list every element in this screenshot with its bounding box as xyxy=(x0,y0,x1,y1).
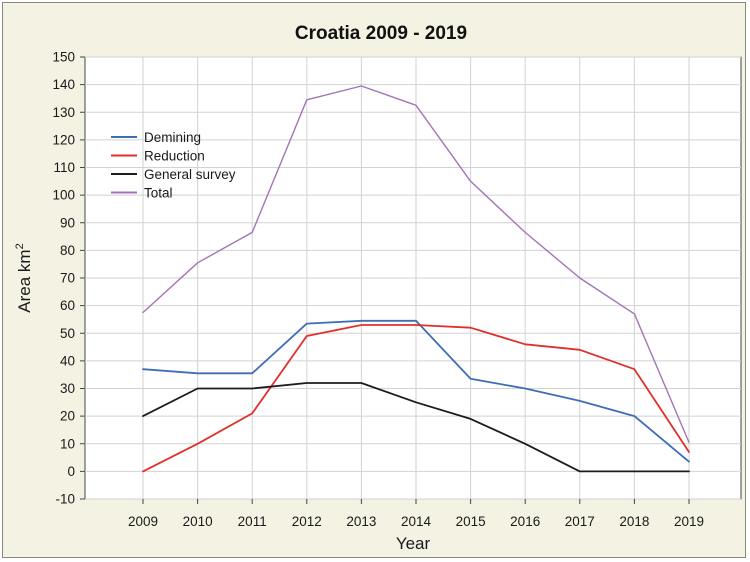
y-axis-label-superscript: 2 xyxy=(14,243,26,249)
y-tick-label: 20 xyxy=(60,409,75,424)
y-tick-label: 10 xyxy=(60,436,75,451)
legend-label-total: Total xyxy=(144,186,173,201)
x-tick-label: 2019 xyxy=(674,514,704,529)
x-tick-label: 2009 xyxy=(128,514,158,529)
y-tick-label: 30 xyxy=(60,381,75,396)
x-tick-label: 2017 xyxy=(565,514,595,529)
series-line-total xyxy=(142,85,690,444)
legend-label-general-survey: General survey xyxy=(144,167,236,182)
legend-label-reduction: Reduction xyxy=(144,149,205,164)
y-tick-labels: -10 0 10 20 30 40 50 60 70 80 90 100 110 120 130 140 150 xyxy=(52,50,75,507)
y-tick-label: 80 xyxy=(60,243,75,258)
y-tick-label: 50 xyxy=(60,326,75,341)
x-tick-label: 2012 xyxy=(292,514,322,529)
y-tick-label: 40 xyxy=(60,353,75,368)
x-tick-label: 2010 xyxy=(183,514,213,529)
x-tick-label: 2014 xyxy=(401,514,432,529)
y-axis-label-main: Area km xyxy=(15,249,34,312)
chart-svg: Croatia 2009 - 2019 -10 0 10 20 30 40 50 60 70 80… xyxy=(14,23,742,553)
y-tick-label: 150 xyxy=(52,50,75,65)
y-axis-label: Area km2 xyxy=(14,243,34,312)
x-tick-labels: 2009 2010 2011 2012 2013 2014 2015 2016 2017 2018… xyxy=(128,514,704,529)
y-tick-label: 70 xyxy=(60,271,75,286)
y-tick-label: 0 xyxy=(67,464,75,479)
y-tick-label: 110 xyxy=(53,160,75,175)
series-line-demining xyxy=(142,319,690,463)
series-lines xyxy=(142,85,690,473)
legend-label-demining: Demining xyxy=(144,130,201,145)
series-line-general-survey xyxy=(142,382,690,473)
y-tick-label: 130 xyxy=(52,105,75,120)
x-tick-label: 2011 xyxy=(238,514,267,529)
legend: Demining Reduction General survey Total xyxy=(111,130,236,201)
plot-area xyxy=(80,56,742,504)
y-tick-label: -10 xyxy=(55,492,75,507)
y-tick-label: 140 xyxy=(52,77,75,92)
x-tick-label: 2013 xyxy=(346,514,376,529)
x-tick-label: 2018 xyxy=(619,514,649,529)
y-tick-label: 100 xyxy=(52,188,75,203)
y-tick-label: 60 xyxy=(60,298,75,313)
y-tick-label: 120 xyxy=(52,132,75,147)
y-tick-label: 90 xyxy=(60,215,75,230)
series-line-reduction xyxy=(142,324,690,473)
x-axis-label: Year xyxy=(396,534,431,553)
chart-title: Croatia 2009 - 2019 xyxy=(295,23,467,44)
x-tick-label: 2015 xyxy=(456,514,486,529)
x-tick-label: 2016 xyxy=(510,514,540,529)
